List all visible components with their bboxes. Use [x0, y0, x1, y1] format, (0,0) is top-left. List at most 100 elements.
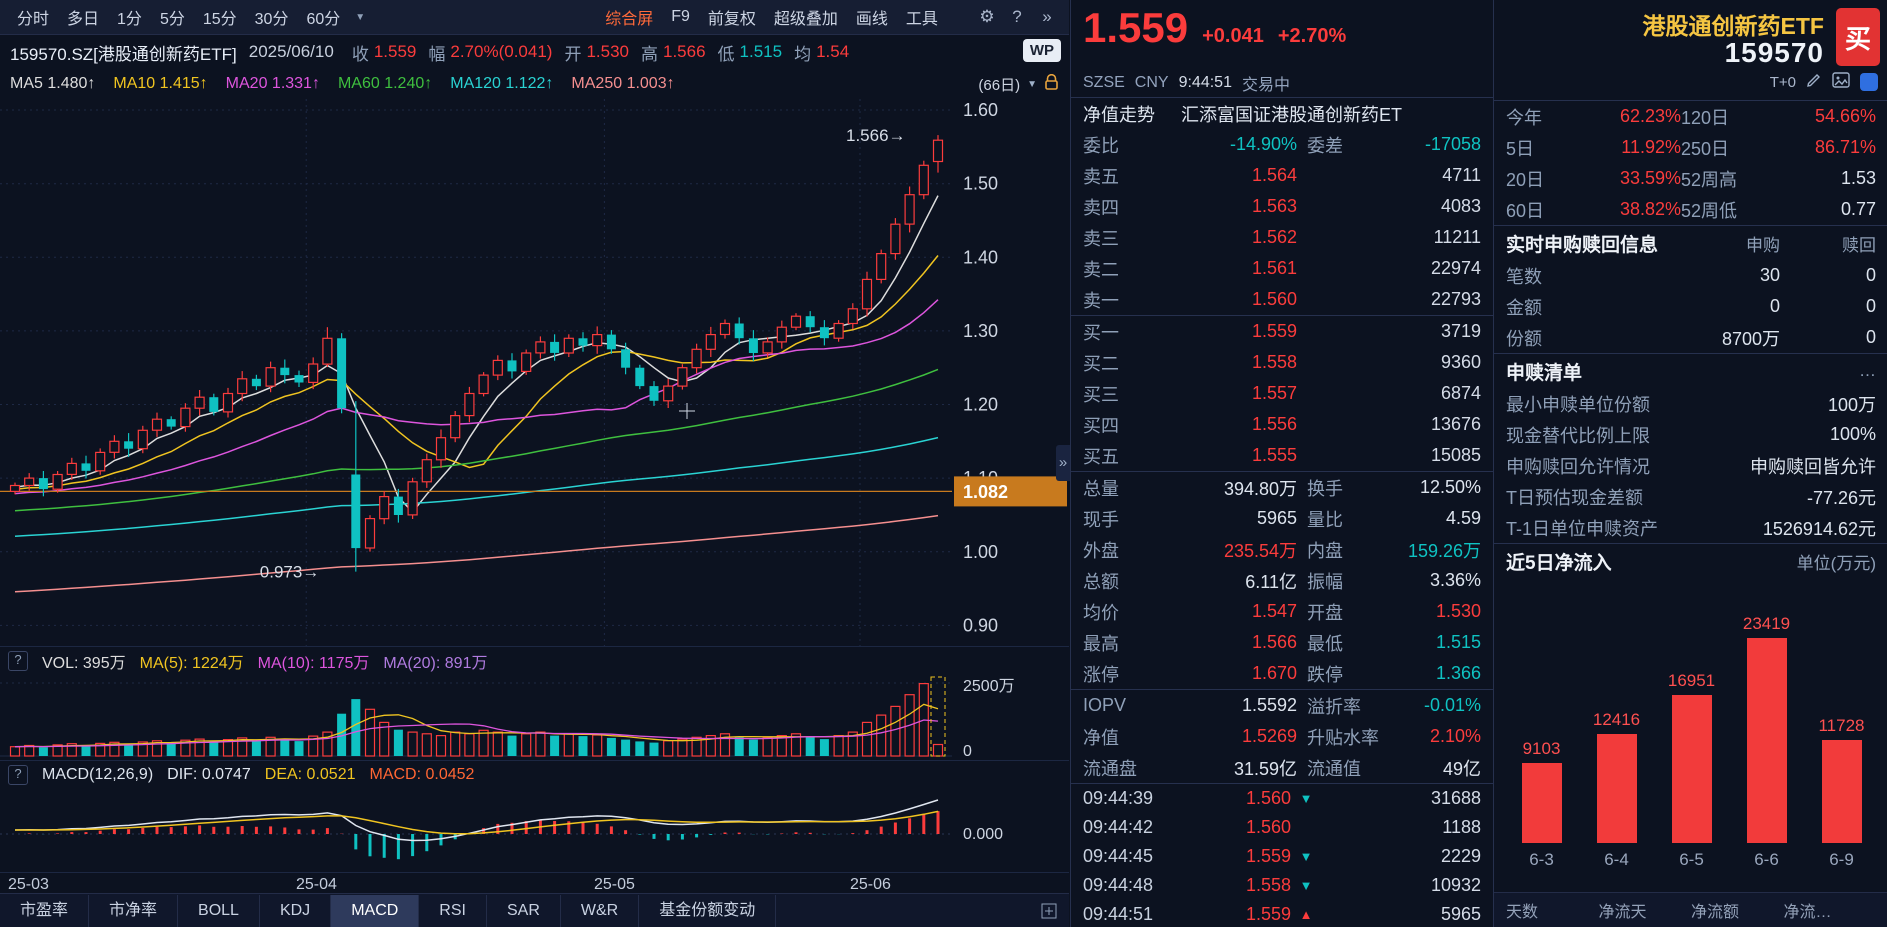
tick-price: 1.560 [1245, 817, 1291, 837]
indicator-tab[interactable]: W&R [561, 894, 640, 927]
bid-volume: 9360 [1440, 352, 1481, 372]
stat-value: 1.5269 [1241, 726, 1297, 746]
tick-row: 09:44:48 1.558 ▼ 10932 [1071, 871, 1493, 900]
help-icon[interactable]: ? [8, 764, 28, 785]
stat-row: 涨停 1.670 跌停 1.366 [1071, 658, 1493, 689]
bid-volume: 3719 [1440, 321, 1481, 341]
stat-label: 流通值 [1307, 758, 1361, 779]
flow-table-column-header[interactable]: 净流… [1783, 904, 1832, 921]
fund-detail-label: 申购赎回允许情况 [1506, 456, 1650, 477]
indicator-tab[interactable]: BOLL [178, 894, 260, 927]
redemption-value: 0 [1865, 296, 1876, 316]
bid-row[interactable]: 买一 1.559 3719 [1071, 315, 1493, 347]
bid-row[interactable]: 买三 1.557 6874 [1071, 378, 1493, 409]
redemption-list-header: 申赎清单… [1494, 353, 1887, 388]
tick-time: 09:44:51 [1083, 904, 1154, 924]
bid-volume: 15085 [1430, 445, 1481, 465]
indicator-tab[interactable]: 市盈率 [0, 894, 90, 927]
help-icon[interactable]: ? [8, 650, 28, 671]
wp-badge[interactable]: WP [1022, 39, 1061, 62]
settings-gear-icon[interactable]: ⚙ [979, 7, 995, 26]
stat-value: 5965 [1256, 508, 1297, 528]
tick-down-arrow-icon: ▼ [1299, 849, 1313, 864]
image-icon[interactable] [1832, 72, 1850, 92]
symbol-info-bar: 159570.SZ[港股通创新药ETF] 2025/06/10 收 1.559 幅 2… [0, 35, 1069, 69]
return-label: 120日 [1681, 107, 1730, 128]
flow-table-column-header[interactable]: 净流天 [1598, 904, 1647, 921]
ask-row[interactable]: 卖五 1.564 4711 [1071, 160, 1493, 191]
macd-chart[interactable]: 0.000 [0, 788, 1069, 872]
ask-row[interactable]: 卖二 1.561 22974 [1071, 253, 1493, 284]
ask-row[interactable]: 卖三 1.562 11211 [1071, 222, 1493, 253]
flow-table-column-header[interactable]: 天数 [1506, 904, 1539, 921]
fund-detail-row: 申购赎回允许情况 申购赎回皆允许 [1494, 450, 1887, 481]
stat-value: 2.10% [1429, 726, 1481, 746]
flow-bar-group: 11728 6-9 [1804, 716, 1879, 872]
stat-label: 溢折率 [1307, 696, 1361, 717]
indicator-tab[interactable]: SAR [487, 894, 561, 927]
buy-button[interactable]: 买 [1836, 8, 1880, 66]
bid-row[interactable]: 买五 1.555 15085 [1071, 440, 1493, 471]
toolbar-tool-button[interactable]: 画线 [855, 11, 888, 28]
candlestick-chart[interactable]: 1.601.501.401.301.201.101.000.901.566→0.… [0, 99, 1069, 646]
ask-row[interactable]: 卖四 1.563 4083 [1071, 191, 1493, 222]
stat-label: 量比 [1307, 509, 1343, 530]
indicator-tab[interactable]: RSI [419, 894, 487, 927]
volume-chart[interactable]: 2500万 0 [0, 674, 1069, 760]
indicator-tab[interactable]: 基金份额变动 [639, 894, 777, 927]
quote-panel: 1.559 +0.041 +2.70% SZSE CNY 9:44:51 交易中… [1070, 0, 1493, 927]
bid-row[interactable]: 买二 1.558 9360 [1071, 347, 1493, 378]
chevron-down-icon[interactable]: ▼ [1027, 78, 1037, 90]
section-title: 近5日净流入 [1506, 552, 1612, 574]
basket-icon[interactable] [1860, 73, 1878, 91]
help-icon[interactable]: ? [1012, 7, 1022, 26]
bid-row[interactable]: 买四 1.556 13676 [1071, 409, 1493, 440]
quote-time: 9:44:51 [1178, 73, 1232, 91]
toolbar-tool-button[interactable]: 超级叠加 [773, 11, 838, 28]
panel-collapse-handle[interactable]: » [1056, 445, 1070, 481]
bid-level-label: 买三 [1083, 384, 1119, 405]
return-label: 5日 [1506, 138, 1535, 159]
symbol-name[interactable]: 159570.SZ[港股通创新药ETF] [10, 44, 237, 64]
fund-header-icons: T+0 [1770, 72, 1878, 92]
toolbar-tool-button[interactable]: 工具 [905, 11, 938, 28]
edit-pencil-icon[interactable] [1806, 72, 1822, 92]
flow-bar-date: 6-4 [1604, 850, 1629, 869]
svg-text:2500万: 2500万 [963, 678, 1015, 695]
fund-info-rows: 今年 62.23% 120日 54.66% 5日 11.92% 250日 86.71% 20日 3… [1494, 101, 1887, 878]
stat-row: 总额 6.11亿 振幅 3.36% [1071, 565, 1493, 596]
stat-label: 升贴水率 [1307, 727, 1379, 748]
price-header: 1.559 +0.041 +2.70% [1071, 0, 1493, 68]
tick-volume: 1188 [1442, 817, 1481, 837]
toolbar-more-icon[interactable]: » [1042, 7, 1052, 26]
chart-type-dropdown-icon[interactable]: ▼ [355, 11, 366, 23]
volume-ma-label: MA(5): 1224万 [139, 654, 244, 672]
period-tab[interactable]: 15分 [202, 11, 237, 28]
tick-price: 1.559 [1245, 904, 1291, 924]
bid-price: 1.558 [1251, 352, 1297, 372]
period-tab[interactable]: 1分 [117, 11, 142, 28]
period-tab[interactable]: 5分 [159, 11, 185, 28]
nav-trend-link[interactable]: 净值走势 [1083, 104, 1155, 125]
period-tab[interactable]: 多日 [67, 11, 100, 28]
flow-table-column-header[interactable]: 净流额 [1691, 904, 1740, 921]
lock-icon[interactable] [1044, 73, 1059, 95]
indicator-tab[interactable]: KDJ [260, 894, 332, 927]
indicator-tab[interactable]: 市净率 [89, 894, 179, 927]
more-ellipsis[interactable]: … [1859, 361, 1876, 380]
toolbar-tool-button[interactable]: 前复权 [707, 11, 756, 28]
flow-bar-value: 11728 [1818, 716, 1865, 735]
toolbar-tool-button[interactable]: 综合屏 [605, 11, 654, 28]
flow-bar-value: 23419 [1742, 614, 1791, 633]
visible-range-label[interactable]: (66日) [978, 76, 1021, 94]
period-tab[interactable]: 分时 [17, 11, 50, 28]
flow-bar-group: 16951 6-5 [1654, 671, 1729, 872]
period-tab[interactable]: 60分 [306, 11, 341, 28]
toolbar-tool-button[interactable]: F9 [671, 8, 690, 25]
ask-row[interactable]: 卖一 1.560 22793 [1071, 284, 1493, 315]
ma-value-label: MA5 1.480↑ [10, 75, 96, 92]
period-tab[interactable]: 30分 [254, 11, 289, 28]
more-indicators-icon[interactable] [1041, 903, 1057, 919]
redemption-value: 0 [1865, 327, 1876, 347]
indicator-tab[interactable]: MACD [331, 894, 420, 927]
